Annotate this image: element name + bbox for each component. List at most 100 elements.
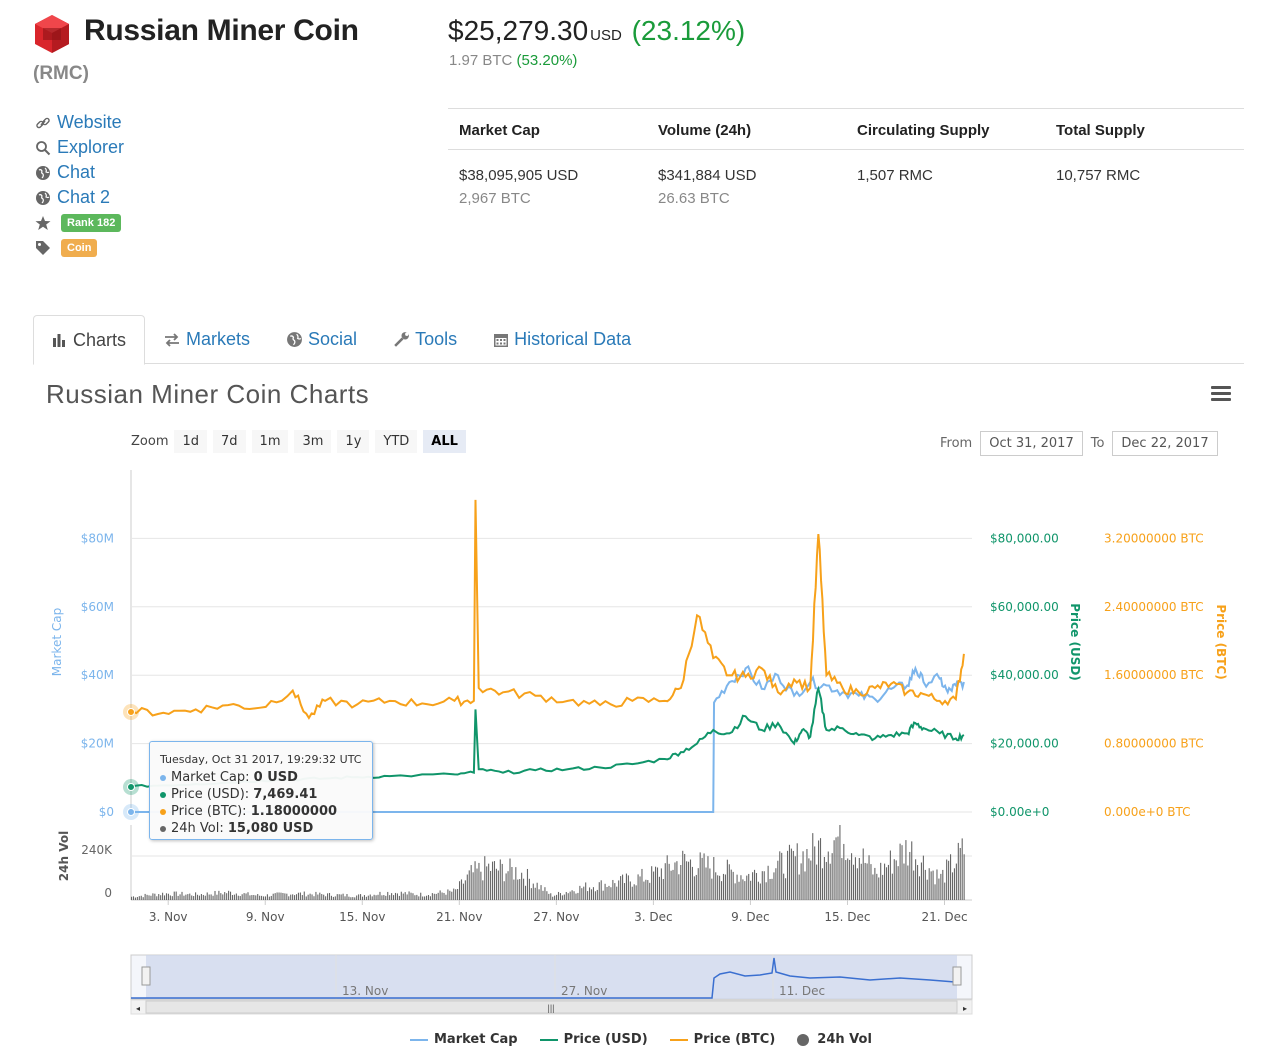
volume-bar — [664, 863, 666, 900]
volume-bar — [383, 895, 385, 900]
volume-bar — [171, 896, 173, 900]
volume-bar — [493, 861, 496, 900]
to-date-input[interactable]: Dec 22, 2017 — [1112, 431, 1218, 456]
volume-bar — [270, 895, 272, 900]
from-label: From — [940, 436, 973, 451]
volume-bar — [959, 848, 961, 900]
volume-bar — [581, 888, 583, 900]
tab-historical-data[interactable]: Historical Data — [475, 315, 649, 364]
volume-bar — [216, 894, 218, 900]
zoom-1m-button[interactable]: 1m — [251, 430, 289, 453]
legend-item-price-btc[interactable]: Price (BTC) — [669, 1032, 775, 1047]
volume-bar — [823, 856, 825, 900]
chat-link[interactable]: Chat — [57, 162, 96, 182]
volume-bar — [897, 866, 899, 900]
volume-bar — [288, 896, 290, 900]
volume-bar — [866, 863, 868, 900]
volume-bar — [152, 893, 154, 900]
volume-bar — [445, 894, 447, 900]
volume-bar — [394, 892, 397, 900]
volume-bar — [292, 894, 294, 900]
volume-bar — [179, 894, 181, 900]
zoom-1d-button[interactable]: 1d — [174, 430, 208, 453]
volume-btc: 26.63 BTC — [658, 190, 730, 207]
volume-bar — [507, 871, 509, 900]
price-btc-marker — [127, 708, 135, 716]
volume-bar — [901, 845, 903, 900]
volume-bar — [734, 883, 736, 900]
scrollbar-grip-icon: ||| — [547, 1003, 554, 1013]
volume-bar — [688, 861, 690, 900]
volume-bar — [336, 894, 338, 900]
volume-bar — [195, 892, 197, 900]
volume-bar — [907, 865, 909, 900]
tooltip-price-usd: Price (USD): 7,469.41 — [160, 786, 362, 803]
price-usd-marker — [127, 783, 135, 791]
explorer-link[interactable]: Explorer — [57, 137, 125, 157]
coin-name: Russian Miner Coin — [84, 14, 359, 47]
volume-bar — [750, 880, 752, 900]
wrench-icon — [393, 331, 410, 348]
volume-bar — [602, 890, 604, 900]
explorer-link-row[interactable]: Explorer — [33, 135, 124, 160]
volume-bar — [160, 895, 162, 900]
tab-markets[interactable]: Markets — [145, 315, 268, 364]
volume-bar — [299, 892, 301, 900]
volume-bar — [424, 896, 426, 900]
volume-bar — [674, 862, 676, 900]
volume-bar — [753, 869, 756, 900]
volume-bar — [365, 896, 367, 900]
volume-bar — [476, 868, 478, 900]
zoom-all-button[interactable]: ALL — [423, 430, 466, 453]
volume-bar — [767, 865, 769, 900]
tag-row: Coin — [33, 235, 124, 260]
volume-bar — [534, 887, 536, 900]
volume-bar — [307, 894, 309, 900]
website-link[interactable]: Website — [57, 112, 122, 132]
zoom-ytd-button[interactable]: YTD — [375, 430, 418, 453]
volume-bar — [717, 875, 719, 900]
tooltip-market-cap: Market Cap: 0 USD — [160, 769, 362, 786]
legend-item-market-cap[interactable]: Market Cap — [410, 1032, 518, 1047]
volume-bar — [294, 895, 296, 900]
volume-bar — [557, 891, 560, 900]
tab-social[interactable]: Social — [268, 315, 375, 364]
from-date-input[interactable]: Oct 31, 2017 — [980, 431, 1083, 456]
volume-bar — [495, 868, 497, 900]
volume-bar — [684, 853, 686, 900]
chart-menu-icon[interactable] — [1211, 386, 1231, 402]
price-btc: 1.97 BTC (53.20%) — [449, 52, 577, 69]
volume-bar — [206, 892, 208, 900]
zoom-7d-button[interactable]: 7d — [213, 430, 246, 453]
volume-bar — [573, 891, 575, 900]
volume-bar — [728, 864, 730, 900]
tab-historical-data-label: Historical Data — [514, 329, 632, 349]
legend-item-price-usd[interactable]: Price (USD) — [539, 1032, 648, 1047]
volume-bar — [765, 882, 767, 900]
chat-link-row[interactable]: Chat — [33, 160, 124, 185]
price-btc-tick: 1.60000000 BTC — [1104, 668, 1204, 682]
volume-bar — [903, 863, 905, 900]
volume-bar — [732, 871, 734, 900]
legend-item-24h-vol[interactable]: 24h Vol — [797, 1032, 872, 1047]
zoom-3m-button[interactable]: 3m — [294, 430, 332, 453]
tab-charts[interactable]: Charts — [33, 315, 146, 365]
volume-bar — [138, 896, 140, 900]
website-link-row[interactable]: Website — [33, 110, 124, 135]
volume-bar — [678, 874, 680, 900]
volume-bar — [934, 884, 936, 900]
price-usd-axis-label: Price (USD) — [1068, 603, 1082, 681]
volume-bar — [614, 883, 616, 900]
volume-bar — [315, 891, 317, 900]
chat2-link-row[interactable]: Chat 2 — [33, 185, 124, 210]
chat2-link[interactable]: Chat 2 — [57, 187, 111, 207]
volume-bar — [922, 855, 924, 900]
volume-bar — [889, 850, 891, 900]
volume-bar — [726, 859, 728, 900]
volume-bar — [608, 885, 610, 900]
volume-bar — [146, 894, 148, 900]
volume-bar — [618, 880, 620, 900]
volume-bar — [457, 888, 459, 900]
tab-tools[interactable]: Tools — [375, 315, 475, 364]
zoom-1y-button[interactable]: 1y — [337, 430, 370, 453]
